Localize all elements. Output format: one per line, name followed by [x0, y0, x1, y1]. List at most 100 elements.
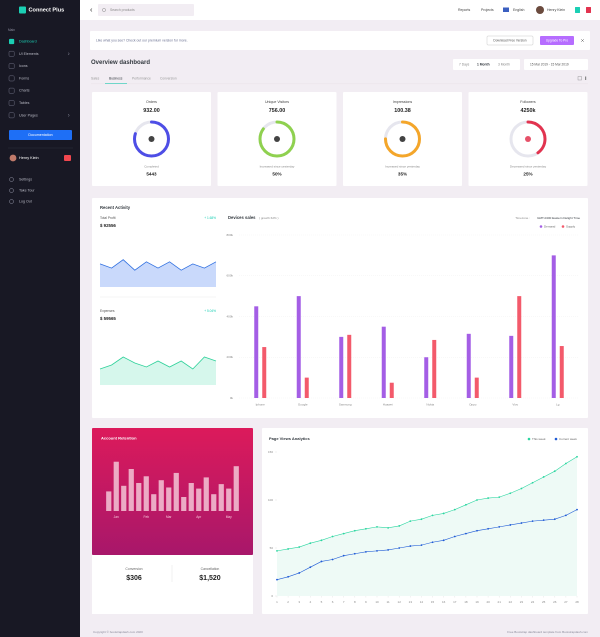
range-option[interactable]: 3 Month	[498, 63, 510, 67]
x-tick-label: Huawei	[383, 402, 393, 406]
point	[487, 497, 490, 499]
point	[309, 542, 312, 545]
retention-bottom	[92, 555, 253, 614]
more-icon[interactable]	[585, 76, 587, 81]
tab[interactable]: Conversion	[160, 76, 177, 80]
retention-stat-value: $306	[126, 575, 142, 582]
stat-value: 932.00	[143, 108, 160, 114]
topbar-link[interactable]: English	[513, 8, 525, 12]
retention-top	[92, 428, 253, 555]
point	[476, 499, 478, 501]
tab[interactable]: Business	[109, 76, 123, 80]
bar	[262, 347, 267, 398]
bar	[389, 382, 394, 398]
banner-text: Like what you see? Check out our premium…	[96, 38, 188, 42]
download-button[interactable]	[486, 35, 534, 46]
ring-progress	[509, 120, 547, 158]
menu-item[interactable]: UI Elements	[19, 52, 39, 56]
tab[interactable]: Sales	[91, 76, 100, 80]
bar	[106, 491, 112, 511]
x-tick-label: 19	[475, 600, 479, 604]
point	[576, 455, 578, 458]
point	[387, 549, 390, 551]
card-title: Recent Activity	[100, 205, 131, 210]
upgrade-label[interactable]: Upgrade To Pro	[546, 39, 568, 43]
search-box[interactable]	[98, 4, 194, 16]
point	[376, 525, 378, 528]
point	[453, 508, 456, 511]
banner	[90, 31, 590, 50]
bar	[211, 494, 217, 511]
stat-label: Increased since yesterday	[385, 164, 420, 168]
point	[320, 560, 323, 563]
x-tick-label: 28	[575, 600, 579, 604]
documentation-label[interactable]: Documentation	[28, 133, 52, 137]
point	[409, 520, 412, 523]
sidebar-link[interactable]: Log Out	[19, 199, 32, 203]
menu-item[interactable]: Dashboard	[19, 39, 37, 43]
ring-progress	[384, 120, 421, 158]
ring-icon	[274, 136, 280, 142]
search-icon	[102, 8, 106, 12]
x-tick-label: 26	[553, 600, 557, 604]
topbar-user[interactable]: Henry Klein	[547, 8, 565, 12]
toggle-icon[interactable]	[90, 8, 93, 12]
point	[431, 541, 434, 544]
ring-progress	[133, 120, 170, 158]
range-option[interactable]: 1 Month	[477, 63, 490, 67]
sidebar	[0, 0, 80, 637]
bar	[218, 484, 224, 511]
tab[interactable]: Performance	[132, 76, 151, 80]
panel-change: + 5.04%	[204, 309, 216, 313]
bar	[551, 255, 556, 398]
point	[387, 526, 390, 529]
range-option[interactable]: 7 Days	[459, 63, 470, 67]
x-tick-label: 5	[321, 600, 323, 604]
close-icon[interactable]	[580, 38, 585, 43]
sidebar-link[interactable]: Settings	[19, 177, 32, 181]
ring-progress	[258, 120, 296, 158]
point	[464, 532, 467, 535]
date-box	[524, 59, 588, 70]
x-tick-label: 13	[409, 600, 413, 604]
upgrade-button[interactable]	[540, 36, 574, 45]
bar	[188, 483, 194, 511]
bell-icon[interactable]	[586, 7, 591, 13]
bar	[474, 377, 479, 398]
x-tick-label: 17	[453, 600, 457, 604]
footer-left: Copyright © bootstrapdash.com 2020	[93, 630, 143, 634]
y-tick-label: 150	[268, 450, 273, 454]
settings-icon[interactable]	[577, 76, 582, 81]
topbar-link[interactable]: Projects	[481, 8, 494, 12]
retention-stat-label: Cancellation	[201, 567, 220, 571]
user-badge[interactable]	[64, 155, 71, 161]
menu-item[interactable]: Forms	[19, 76, 29, 80]
point	[564, 462, 567, 465]
bar	[203, 477, 209, 511]
legend-dot	[539, 225, 543, 228]
x-tick-label: 3	[298, 600, 300, 604]
y-tick-label: 200k	[226, 355, 233, 359]
bottom-icon	[9, 188, 14, 193]
mail-icon[interactable]	[575, 7, 580, 13]
x-tick-label: 16	[442, 600, 446, 604]
menu-item[interactable]: User Pages	[19, 113, 38, 117]
sidebar-link[interactable]: Take Tour	[19, 188, 35, 192]
point	[553, 470, 556, 473]
bar	[173, 472, 179, 511]
x-tick-label: 9	[365, 600, 367, 604]
range-selector	[453, 59, 520, 70]
menu-item[interactable]: Charts	[19, 89, 30, 93]
topbar-link[interactable]: Reports	[458, 8, 471, 12]
x-tick-label: 11	[387, 600, 390, 604]
documentation-button[interactable]	[9, 130, 72, 140]
download-label[interactable]: Download Free Version	[493, 39, 526, 43]
point	[298, 546, 301, 548]
menu-item[interactable]: Tables	[19, 101, 30, 105]
y-tick-label: 100	[268, 498, 273, 502]
bar	[143, 476, 149, 511]
point	[509, 524, 512, 526]
x-tick-label: Nokia	[426, 402, 434, 406]
menu-item[interactable]: Icons	[19, 64, 28, 68]
